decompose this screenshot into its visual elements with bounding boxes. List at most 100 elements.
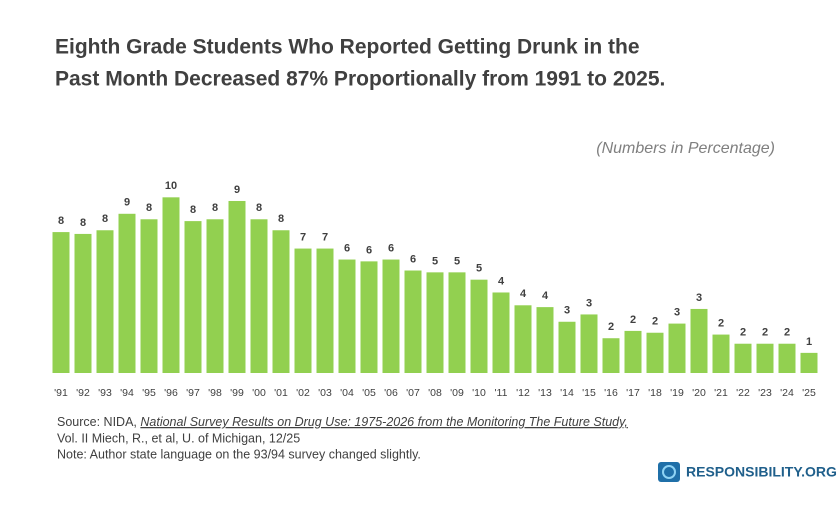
x-tick-label: '20 [692, 387, 706, 399]
bar [448, 272, 466, 373]
x-tick-label: '18 [648, 387, 662, 399]
bar [558, 321, 576, 373]
bar [778, 343, 796, 373]
bar [74, 233, 92, 373]
bar [162, 197, 180, 373]
x-tick-label: '03 [318, 387, 332, 399]
source-title: National Survey Results on Drug Use: 197… [140, 415, 628, 429]
bar [206, 219, 224, 373]
x-tick-label: '14 [560, 387, 574, 399]
bar [602, 338, 620, 373]
bar [734, 343, 752, 373]
x-tick-label: '22 [736, 387, 750, 399]
value-label: 6 [344, 242, 350, 254]
value-label: 1 [806, 336, 812, 348]
x-tick-label: '06 [384, 387, 398, 399]
value-label: 6 [410, 253, 416, 265]
x-tick-label: '12 [516, 387, 530, 399]
value-label: 4 [520, 288, 527, 300]
value-label: 3 [564, 305, 570, 317]
value-label: 10 [165, 180, 177, 192]
bar [382, 259, 400, 373]
x-tick-label: '17 [626, 387, 640, 399]
value-label: 8 [256, 202, 262, 214]
value-label: 4 [542, 290, 549, 302]
bar [756, 343, 774, 373]
value-label: 5 [432, 255, 438, 267]
x-tick-label: '96 [164, 387, 178, 399]
x-tick-label: '02 [296, 387, 310, 399]
logo-text: RESPONSIBILITY.ORG [686, 464, 837, 480]
bar [668, 323, 686, 373]
bar [624, 330, 642, 373]
value-label: 5 [454, 255, 460, 267]
x-tick-label: '99 [230, 387, 244, 399]
x-tick-label: '04 [340, 387, 354, 399]
bar [96, 230, 114, 373]
x-tick-label: '05 [362, 387, 376, 399]
x-tick-label: '92 [76, 387, 90, 399]
chart-title: Past Month Decreased 87% Proportionally … [55, 68, 665, 91]
bar [118, 213, 136, 373]
x-tick-label: '97 [186, 387, 200, 399]
x-tick-label: '07 [406, 387, 420, 399]
bar [338, 259, 356, 373]
x-tick-label: '23 [758, 387, 772, 399]
bar [514, 305, 532, 373]
value-label: 2 [718, 317, 724, 329]
bar [228, 200, 246, 373]
logo: RESPONSIBILITY.ORG [658, 462, 837, 482]
value-label: 9 [234, 184, 240, 196]
value-label: 8 [146, 202, 152, 214]
value-label: 3 [674, 306, 680, 318]
bar [404, 270, 422, 373]
bar [360, 261, 378, 373]
bar [426, 272, 444, 373]
x-tick-label: '13 [538, 387, 552, 399]
x-tick-label: '24 [780, 387, 794, 399]
bar [646, 332, 664, 373]
value-label: 8 [58, 215, 64, 227]
x-tick-label: '19 [670, 387, 684, 399]
x-tick-label: '00 [252, 387, 266, 399]
value-label: 2 [740, 327, 746, 339]
bar [294, 248, 312, 373]
x-tick-label: '25 [802, 387, 816, 399]
value-label: 6 [366, 244, 372, 256]
chart-title: Eighth Grade Students Who Reported Getti… [55, 36, 640, 59]
x-tick-label: '15 [582, 387, 596, 399]
value-label: 9 [124, 197, 130, 209]
x-tick-label: '91 [54, 387, 68, 399]
bar [140, 219, 158, 373]
value-label: 8 [80, 217, 86, 229]
value-label: 8 [212, 202, 218, 214]
value-label: 7 [300, 231, 306, 243]
bar [580, 314, 598, 373]
value-label: 5 [476, 263, 482, 275]
bar [316, 248, 334, 373]
bar [690, 308, 708, 373]
value-label: 8 [102, 213, 108, 225]
value-label: 8 [278, 213, 284, 225]
source-line: Vol. II Miech, R., et al, U. of Michigan… [57, 431, 300, 445]
logo-icon-ring [662, 465, 676, 479]
chart-subtitle: (Numbers in Percentage) [596, 140, 775, 157]
note: Note: Author state language on the 93/94… [57, 447, 421, 461]
value-label: 2 [762, 327, 768, 339]
value-label: 2 [652, 316, 658, 328]
x-tick-label: '08 [428, 387, 442, 399]
x-tick-label: '93 [98, 387, 112, 399]
value-label: 7 [322, 231, 328, 243]
x-tick-label: '11 [495, 387, 508, 399]
x-tick-label: '09 [450, 387, 464, 399]
bar [536, 307, 554, 373]
x-tick-label: '94 [120, 387, 134, 399]
source-prefix: Source: NIDA, [57, 415, 140, 429]
x-tick-label: '10 [472, 387, 486, 399]
logo-icon [658, 462, 680, 482]
x-tick-label: '95 [142, 387, 156, 399]
bar [470, 279, 488, 373]
bar [800, 352, 818, 373]
x-tick-label: '21 [714, 387, 728, 399]
x-tick-label: '98 [208, 387, 222, 399]
